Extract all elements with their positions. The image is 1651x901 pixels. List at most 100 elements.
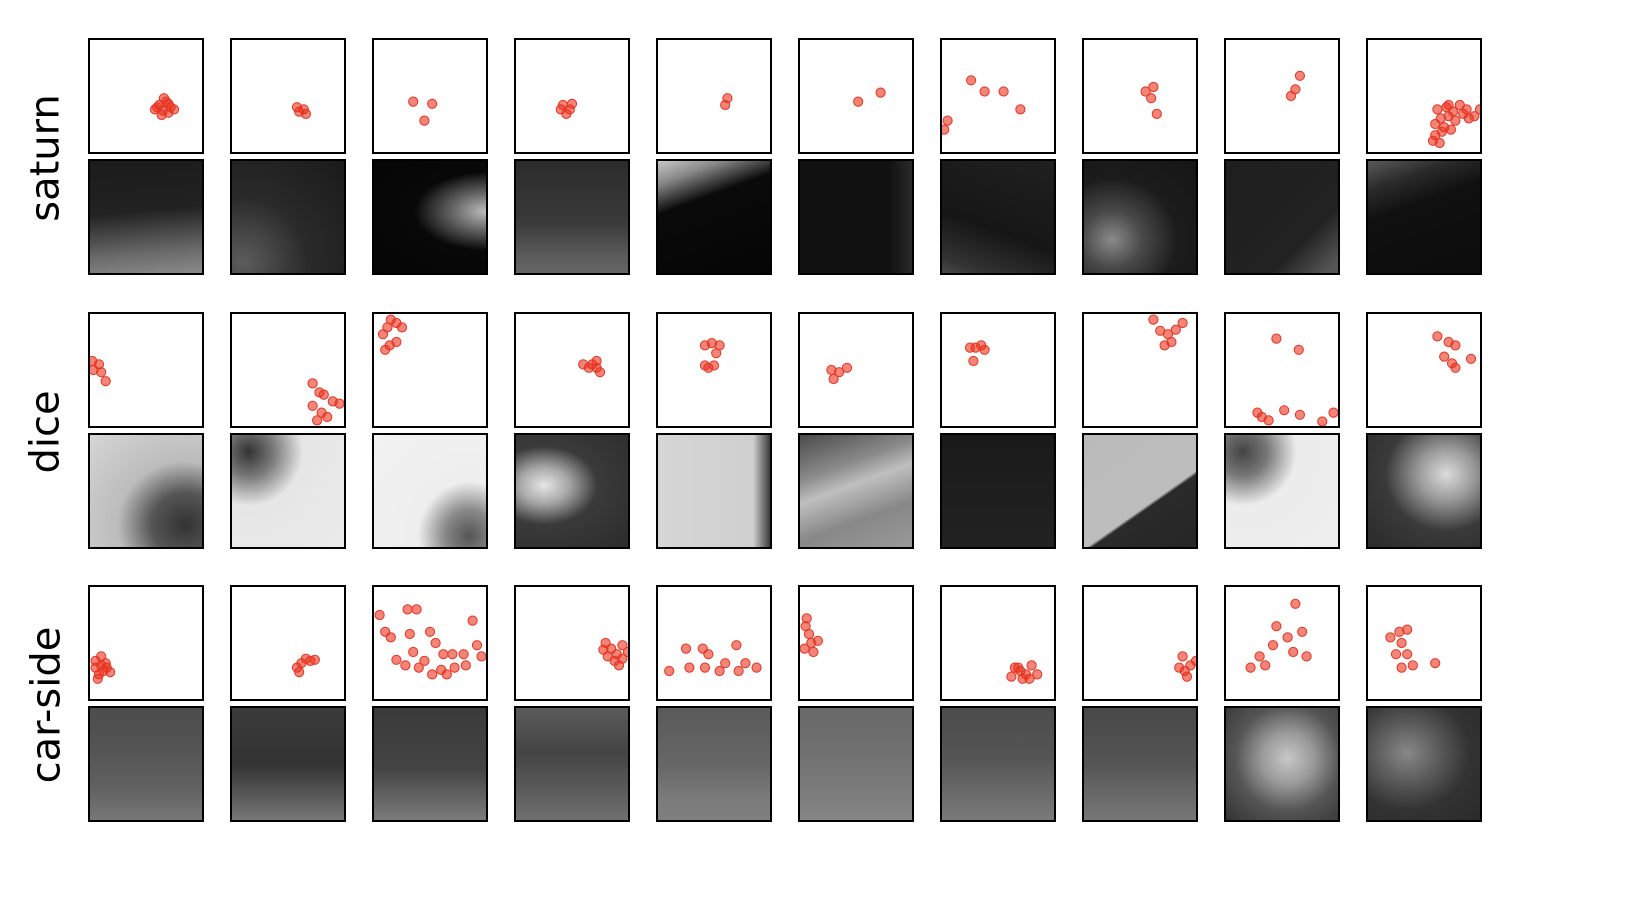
scatter-point <box>1006 671 1017 682</box>
scatter-point <box>801 613 812 624</box>
scatter-plot <box>664 640 762 677</box>
scatter-plot <box>578 355 606 378</box>
scatter-point <box>751 662 762 673</box>
scatter-point <box>1450 115 1461 126</box>
scatter-plot <box>964 340 990 367</box>
scatter-plot <box>291 653 321 678</box>
scatter-point <box>979 344 990 355</box>
scatter-panel-saturn-4 <box>514 38 630 154</box>
scatter-plot <box>800 613 823 658</box>
scatter-panel-dice-3 <box>372 312 488 428</box>
scatter-plot <box>942 75 1026 135</box>
image-patch-car-side-8 <box>1082 706 1198 822</box>
scatter-point <box>594 367 606 378</box>
scatter-point <box>1390 649 1402 660</box>
scatter-plot <box>374 604 486 680</box>
scatter-point <box>1288 646 1299 658</box>
scatter-point <box>1407 660 1418 671</box>
scatter-panel-dice-9 <box>1224 312 1340 428</box>
scatter-plot <box>1432 331 1477 373</box>
scatter-panel-dice-4 <box>514 312 630 428</box>
scatter-point <box>92 673 103 684</box>
scatter-panel-car-side-4 <box>514 585 630 701</box>
image-patch-dice-7 <box>940 433 1056 549</box>
scatter-panel-saturn-7 <box>940 38 1056 154</box>
scatter-point <box>800 643 810 654</box>
scatter-point <box>419 655 430 667</box>
scatter-point <box>617 640 628 651</box>
scatter-point <box>1445 124 1457 135</box>
scatter-point <box>1454 99 1465 111</box>
image-patch-dice-4 <box>514 433 630 549</box>
scatter-point <box>413 662 424 673</box>
scatter-point <box>998 86 1009 97</box>
scatter-plot <box>853 87 886 107</box>
scatter-point <box>1430 118 1441 130</box>
image-patch-car-side-6 <box>798 706 914 822</box>
scatter-point <box>318 389 329 400</box>
image-patch-saturn-5 <box>656 159 772 275</box>
scatter-point <box>711 348 722 359</box>
scatter-point <box>812 635 823 646</box>
scatter-plot <box>1006 660 1043 684</box>
scatter-panel-saturn-8 <box>1082 38 1198 154</box>
scatter-plot <box>1385 624 1441 673</box>
scatter-point <box>808 646 819 658</box>
image-patch-dice-1 <box>88 433 204 549</box>
scatter-point <box>1285 90 1297 102</box>
scatter-point <box>1328 407 1338 418</box>
scatter-panel-dice-5 <box>656 312 772 428</box>
scatter-point <box>460 660 471 671</box>
scatter-point <box>419 115 430 126</box>
scatter-point <box>476 651 486 662</box>
scatter-point <box>1279 405 1290 416</box>
scatter-point <box>1271 333 1282 344</box>
scatter-plot <box>1174 651 1196 682</box>
scatter-panel-car-side-1 <box>88 585 204 701</box>
scatter-point <box>408 96 419 107</box>
image-patch-car-side-2 <box>230 706 346 822</box>
scatter-plot <box>555 98 578 120</box>
image-patch-dice-5 <box>656 433 772 549</box>
scatter-point <box>374 609 385 621</box>
scatter-point <box>1026 660 1037 671</box>
scatter-point <box>1317 416 1328 426</box>
scatter-point <box>828 373 839 385</box>
scatter-point <box>684 662 695 673</box>
image-patch-car-side-5 <box>656 706 772 822</box>
image-patch-car-side-9 <box>1224 706 1340 822</box>
scatter-point <box>334 398 344 409</box>
scatter-point <box>385 632 396 643</box>
scatter-point <box>1385 632 1396 643</box>
scatter-plot <box>1285 70 1306 102</box>
scatter-point <box>714 665 725 677</box>
scatter-point <box>1436 126 1448 137</box>
scatter-point <box>966 75 977 86</box>
scatter-point <box>1177 317 1188 329</box>
row-label-text: dice <box>23 390 70 474</box>
scatter-point <box>96 651 107 662</box>
scatter-plot <box>1252 333 1338 426</box>
scatter-point <box>458 649 469 660</box>
scatter-point <box>438 649 449 660</box>
scatter-point <box>377 329 389 340</box>
scatter-panel-dice-10 <box>1366 312 1482 428</box>
scatter-point <box>1013 662 1024 673</box>
scatter-plot <box>90 355 111 387</box>
scatter-point <box>1432 331 1443 342</box>
scatter-plot <box>720 93 733 111</box>
image-patch-saturn-2 <box>230 159 346 275</box>
scatter-point <box>391 654 402 665</box>
row-label-car-side: car-side <box>16 585 76 825</box>
row-label-text: saturn <box>23 94 70 222</box>
scatter-point <box>1140 86 1151 97</box>
scatter-point <box>1260 660 1271 671</box>
scatter-panel-car-side-9 <box>1224 585 1340 701</box>
scatter-point <box>1294 409 1306 420</box>
scatter-point <box>1430 658 1441 669</box>
image-patch-car-side-4 <box>514 706 630 822</box>
scatter-point <box>294 106 305 117</box>
scatter-point <box>467 615 478 626</box>
scatter-point <box>1432 104 1443 115</box>
